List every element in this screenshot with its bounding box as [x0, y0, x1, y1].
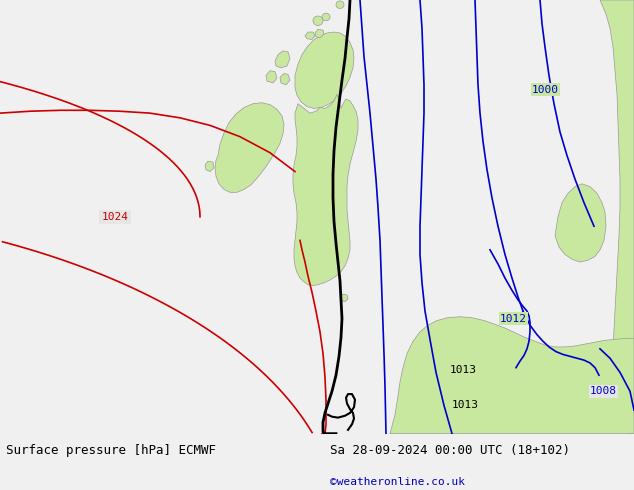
Circle shape [322, 13, 330, 21]
Circle shape [313, 16, 323, 25]
Text: ©weatheronline.co.uk: ©weatheronline.co.uk [330, 477, 465, 487]
Polygon shape [205, 161, 214, 172]
Polygon shape [600, 0, 634, 434]
Polygon shape [293, 94, 358, 286]
Polygon shape [315, 29, 324, 38]
Text: Surface pressure [hPa] ECMWF: Surface pressure [hPa] ECMWF [6, 444, 216, 457]
Polygon shape [305, 32, 315, 40]
Text: 1024: 1024 [101, 212, 129, 222]
Text: 1000: 1000 [532, 85, 559, 95]
Polygon shape [280, 74, 290, 85]
Polygon shape [295, 32, 354, 108]
Text: 1013: 1013 [450, 366, 477, 375]
Text: 1008: 1008 [590, 386, 617, 396]
Text: Sa 28-09-2024 00:00 UTC (18+102): Sa 28-09-2024 00:00 UTC (18+102) [330, 444, 570, 457]
Polygon shape [275, 51, 290, 68]
Polygon shape [215, 103, 284, 192]
Circle shape [336, 1, 344, 8]
Polygon shape [340, 294, 348, 302]
Text: 1012: 1012 [500, 314, 527, 323]
Text: 1013: 1013 [452, 400, 479, 410]
Polygon shape [266, 71, 277, 83]
Polygon shape [390, 317, 634, 434]
Polygon shape [555, 184, 606, 262]
